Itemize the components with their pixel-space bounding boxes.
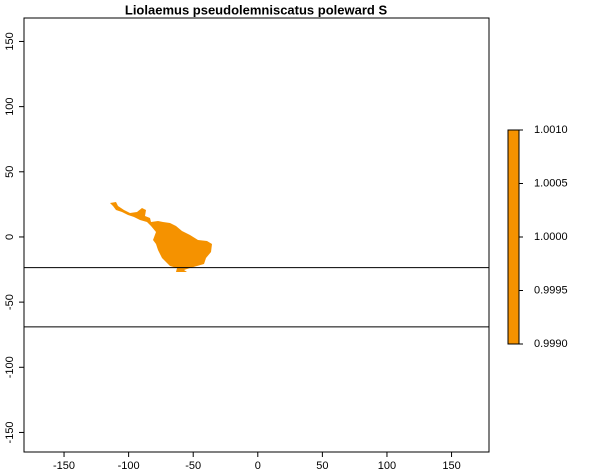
y-tick-label: -150 (4, 421, 16, 443)
x-tick-label: -100 (118, 460, 140, 472)
colorbar-tick-label: 0.9990 (534, 338, 568, 350)
y-tick-label: 150 (4, 32, 16, 50)
y-tick-label: 50 (4, 166, 16, 178)
x-tick-label: 100 (378, 460, 396, 472)
x-tick-label: 150 (442, 460, 460, 472)
y-tick-label: -50 (4, 294, 16, 310)
chart-title: Liolaemus pseudolemniscatus poleward S (125, 2, 388, 17)
y-tick-label: -100 (4, 356, 16, 378)
y-tick-label: 0 (4, 234, 16, 240)
colorbar-tick-label: 1.0010 (534, 124, 568, 136)
x-tick-label: 50 (316, 460, 328, 472)
colorbar-tick-label: 1.0000 (534, 231, 568, 243)
range-cells (110, 202, 212, 272)
x-tick-label: 0 (255, 460, 261, 472)
colorbar (507, 129, 520, 345)
range-raster (110, 202, 212, 272)
x-tick-label: -150 (53, 460, 75, 472)
colorbar-tick-label: 1.0005 (534, 177, 568, 189)
plot-frame (23, 17, 490, 453)
colorbar-tick-label: 0.9995 (534, 284, 568, 296)
x-tick-label: -50 (185, 460, 201, 472)
y-tick-label: 100 (4, 97, 16, 115)
